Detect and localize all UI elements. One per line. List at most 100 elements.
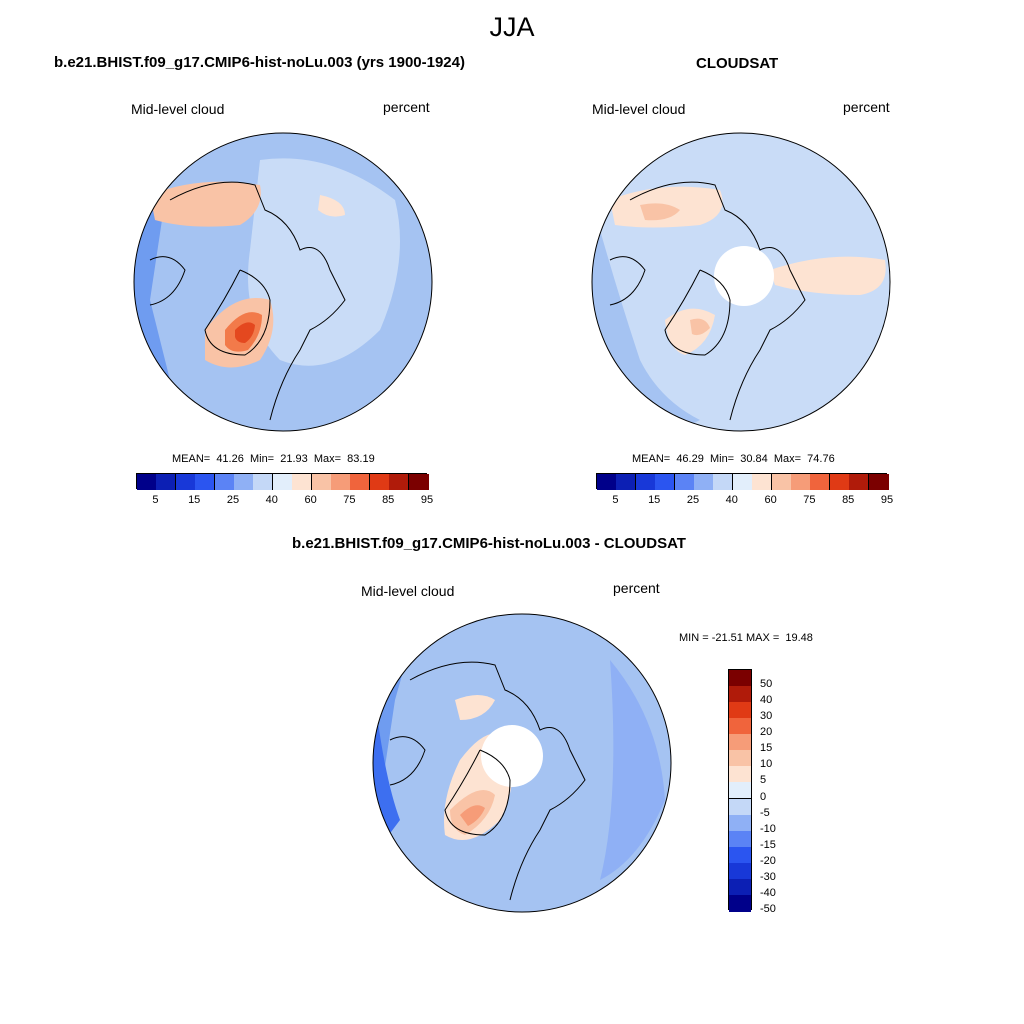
map2-outline — [591, 132, 891, 432]
map1-outline — [133, 132, 433, 432]
colorbar-segment — [713, 474, 734, 490]
map3-coastlines — [389, 661, 586, 901]
map3-negative-east — [600, 660, 665, 880]
colorbar-segment — [272, 474, 293, 490]
colorbar-segment — [729, 830, 751, 848]
colorbar-segment — [311, 474, 332, 490]
colorbar-label: -30 — [760, 870, 776, 883]
colorbar-segment — [729, 782, 751, 800]
panel3-colorbar — [728, 669, 752, 912]
colorbar-segment — [771, 474, 792, 490]
panel3-map — [372, 613, 672, 913]
colorbar-label: 95 — [880, 494, 894, 506]
colorbar-label: -20 — [760, 854, 776, 867]
panel1-title: b.e21.BHIST.f09_g17.CMIP6-hist-noLu.003 … — [54, 54, 465, 71]
colorbar-segment — [234, 474, 254, 490]
colorbar-label: 15 — [760, 742, 773, 755]
colorbar-segment — [195, 474, 216, 490]
panel2-variable: Mid-level cloud — [592, 101, 686, 117]
map2-polar-gap — [714, 246, 774, 306]
colorbar-segment — [137, 474, 157, 490]
colorbar-label: -40 — [760, 886, 776, 899]
panel1-variable: Mid-level cloud — [131, 101, 225, 117]
panel2-title: CLOUDSAT — [696, 55, 779, 72]
colorbar-segment — [729, 894, 751, 912]
panel3-title: b.e21.BHIST.f09_g17.CMIP6-hist-noLu.003 … — [292, 535, 686, 552]
colorbar-segment — [729, 686, 751, 704]
colorbar-label: 5 — [152, 494, 159, 506]
colorbar-label: -10 — [760, 822, 776, 835]
colorbar-label: 5 — [612, 494, 619, 506]
colorbar-segment — [868, 474, 889, 490]
colorbar-segment — [694, 474, 714, 490]
panel3-variable: Mid-level cloud — [361, 583, 455, 599]
map3-polar-gap — [481, 725, 543, 787]
colorbar-segment — [829, 474, 850, 490]
map2-coastlines — [609, 181, 806, 421]
colorbar-label: 10 — [760, 758, 773, 771]
colorbar-segment — [635, 474, 656, 490]
colorbar-label: -5 — [760, 806, 770, 819]
colorbar-label: 60 — [764, 494, 777, 506]
colorbar-label: 75 — [803, 494, 816, 506]
colorbar-segment — [674, 474, 695, 490]
colorbar-segment — [810, 474, 831, 490]
panel3-units: percent — [613, 580, 660, 596]
colorbar-label: 20 — [760, 726, 773, 739]
colorbar-segment — [752, 474, 773, 490]
colorbar-segment — [729, 862, 751, 880]
panel1-colorbar — [136, 473, 429, 490]
colorbar-label: 25 — [686, 494, 700, 506]
map3-positive-peak — [460, 805, 485, 826]
colorbar-segment — [729, 798, 751, 816]
map1-peak-region — [235, 322, 255, 343]
colorbar-label: 60 — [304, 494, 317, 506]
map1-warm-region-north — [150, 181, 261, 227]
panel2-units: percent — [843, 99, 890, 115]
map1-coastlines — [149, 181, 346, 421]
colorbar-segment — [331, 474, 351, 490]
colorbar-segment — [389, 474, 410, 490]
map3-outline — [372, 613, 672, 913]
colorbar-segment — [597, 474, 617, 490]
map1-central-arctic-region — [248, 158, 400, 366]
map2-warm-core-greenland — [690, 318, 710, 336]
colorbar-label: 75 — [343, 494, 356, 506]
map1-warm-spot-east — [318, 195, 345, 217]
colorbar-label: -50 — [760, 902, 776, 915]
colorbar-label: 15 — [648, 494, 661, 506]
colorbar-segment — [849, 474, 870, 490]
colorbar-label: 95 — [420, 494, 434, 506]
panel3-stats: MIN = -21.51 MAX = 19.48 — [679, 632, 813, 644]
colorbar-label: 50 — [760, 678, 773, 691]
colorbar-segment — [655, 474, 676, 490]
figure-title: JJA — [489, 12, 535, 42]
colorbar-segment — [156, 474, 177, 490]
panel1-stats: MEAN= 41.26 Min= 21.93 Max= 83.19 — [172, 453, 375, 465]
colorbar-label: 15 — [188, 494, 201, 506]
colorbar-label: 0 — [760, 790, 767, 803]
colorbar-label: 85 — [382, 494, 395, 506]
colorbar-label: 85 — [842, 494, 855, 506]
colorbar-segment — [729, 702, 751, 720]
map2-warm-core-north — [640, 203, 680, 221]
colorbar-segment — [729, 878, 751, 896]
colorbar-label: 30 — [760, 710, 773, 723]
panel1-map — [133, 132, 433, 432]
colorbar-segment — [729, 766, 751, 784]
colorbar-segment — [729, 718, 751, 736]
colorbar-segment — [616, 474, 637, 490]
colorbar-segment — [732, 474, 753, 490]
map3-positive-north — [455, 695, 495, 720]
colorbar-label: -15 — [760, 838, 776, 851]
panel1-units: percent — [383, 99, 430, 115]
map2-warm-region-east — [770, 256, 886, 295]
colorbar-label: 5 — [760, 774, 767, 787]
colorbar-segment — [791, 474, 811, 490]
colorbar-segment — [253, 474, 274, 490]
colorbar-segment — [729, 670, 751, 687]
colorbar-segment — [729, 846, 751, 864]
colorbar-segment — [350, 474, 371, 490]
colorbar-segment — [175, 474, 196, 490]
